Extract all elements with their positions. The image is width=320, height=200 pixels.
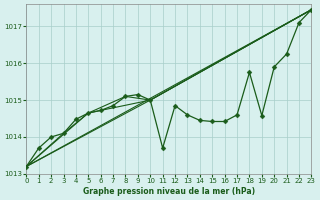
X-axis label: Graphe pression niveau de la mer (hPa): Graphe pression niveau de la mer (hPa) <box>83 187 255 196</box>
